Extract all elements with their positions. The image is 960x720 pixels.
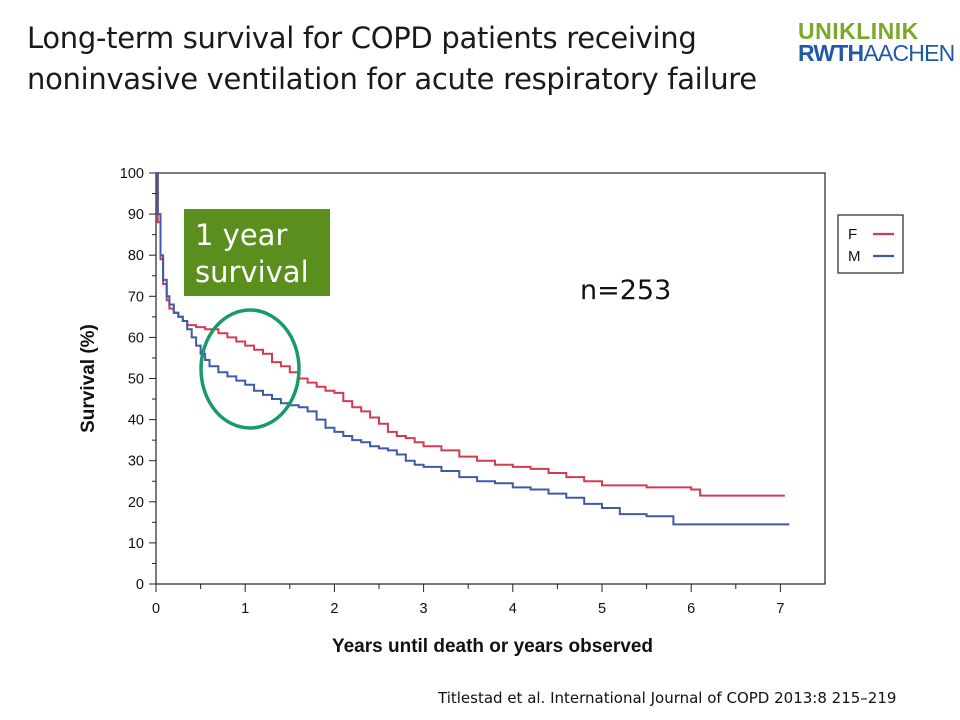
y-tick-label: 30: [128, 454, 144, 470]
annotation-box-text: survival: [195, 255, 309, 289]
y-tick-label: 10: [128, 536, 144, 552]
slide-title: Long-term survival for COPD patients rec…: [27, 18, 767, 100]
y-axis-label: Survival (%): [78, 324, 99, 433]
y-tick-label: 40: [128, 413, 144, 429]
y-tick-label: 60: [128, 330, 144, 346]
x-tick-label: 2: [330, 601, 338, 617]
y-tick-label: 100: [120, 166, 144, 182]
x-tick-label: 7: [776, 601, 784, 617]
y-tick-label: 70: [128, 289, 144, 305]
logo-aachen: AACHEN: [863, 40, 955, 66]
chart-legend: FM: [837, 214, 904, 274]
x-tick-label: 0: [152, 601, 160, 617]
y-tick-label: 50: [128, 372, 144, 388]
slide-title-line-1: Long-term survival for COPD patients rec…: [27, 21, 697, 55]
chart-series: [156, 172, 790, 526]
logo-line-1: UNIKLINIK: [798, 18, 919, 44]
legend-label-m: M: [848, 248, 861, 265]
x-tick-label: 1: [241, 601, 249, 617]
uniklinik-logo: UNIKLINIK RWTHAACHEN: [798, 18, 955, 66]
annotation-box: [184, 209, 330, 296]
sample-size-label: n=253: [580, 275, 671, 306]
series-line-m: [156, 172, 790, 526]
logo-line-2: RWTHAACHEN: [798, 40, 955, 66]
annotation-box-text: 1 year: [195, 218, 287, 252]
citation: Titlestad et al. International Journal o…: [438, 689, 897, 707]
legend-label-f: F: [848, 226, 857, 243]
x-tick-label: 6: [687, 601, 695, 617]
x-tick-label: 4: [509, 601, 517, 617]
logo-rwth: RWTH: [798, 40, 864, 66]
x-axis-label: Years until death or years observed: [332, 636, 653, 657]
y-tick-label: 90: [128, 207, 144, 223]
x-tick-label: 5: [598, 601, 606, 617]
y-tick-label: 80: [128, 248, 144, 264]
chart-axes: 0 10 20 30 40 50 60 70 80 90 100 0 1 2 3 4 5 6 7 Years unti…: [78, 166, 826, 657]
y-tick-label: 0: [136, 577, 144, 593]
y-tick-label: 20: [128, 495, 144, 511]
slide-title-line-2: noninvasive ventilation for acute respir…: [27, 62, 757, 96]
one-year-ellipse: [199, 308, 301, 430]
legend-box: [837, 214, 904, 274]
x-tick-label: 3: [420, 601, 428, 617]
